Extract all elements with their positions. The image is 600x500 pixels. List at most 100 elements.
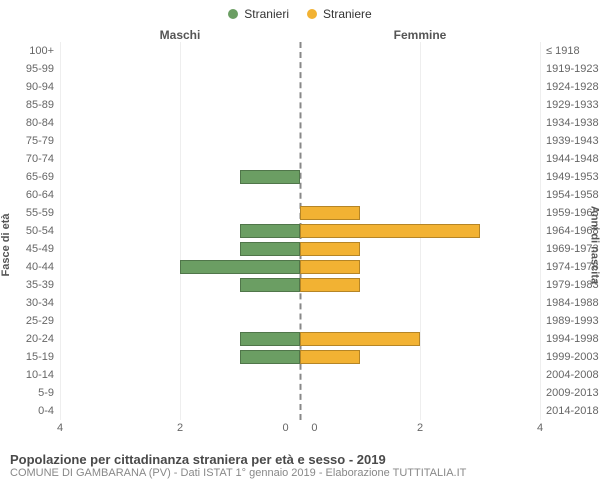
- x-tick: 4: [57, 422, 63, 434]
- bar-female: [300, 224, 480, 238]
- bar-female: [300, 260, 360, 274]
- y-tick-age: 50-54: [0, 222, 54, 240]
- x-tick: 4: [537, 422, 543, 434]
- pyramid-row: [60, 150, 540, 168]
- bar-female: [300, 350, 360, 364]
- legend-label-f: Straniere: [323, 7, 372, 21]
- plot: [60, 42, 540, 420]
- y-tick-birth: 1949-1953: [546, 168, 600, 186]
- y-tick-age: 100+: [0, 42, 54, 60]
- y-tick-birth: 2004-2008: [546, 366, 600, 384]
- y-tick-age: 40-44: [0, 258, 54, 276]
- y-tick-birth: 1964-1968: [546, 222, 600, 240]
- y-tick-age: 90-94: [0, 78, 54, 96]
- bar-male: [240, 242, 300, 256]
- y-tick-age: 60-64: [0, 186, 54, 204]
- bar-male: [180, 260, 300, 274]
- y-tick-age: 85-89: [0, 96, 54, 114]
- y-tick-birth: 1979-1983: [546, 276, 600, 294]
- x-axis: 4 2 0 0 2 4: [60, 422, 540, 440]
- y-tick-birth: ≤ 1918: [546, 42, 600, 60]
- legend-item-stranieri: Stranieri: [228, 7, 289, 21]
- chart-subtitle: COMUNE DI GAMBARANA (PV) - Dati ISTAT 1°…: [10, 467, 590, 479]
- chart-title: Popolazione per cittadinanza straniera p…: [10, 452, 590, 467]
- pyramid-row: [60, 330, 540, 348]
- header-maschi: Maschi: [60, 28, 300, 42]
- pyramid-row: [60, 186, 540, 204]
- y-tick-birth: 1969-1973: [546, 240, 600, 258]
- y-tick-age: 80-84: [0, 114, 54, 132]
- y-tick-age: 25-29: [0, 312, 54, 330]
- pyramid-row: [60, 312, 540, 330]
- y-tick-age: 75-79: [0, 132, 54, 150]
- y-tick-birth: 1954-1958: [546, 186, 600, 204]
- bar-female: [300, 278, 360, 292]
- x-tick: 2: [417, 422, 423, 434]
- legend: Stranieri Straniere: [0, 0, 600, 28]
- pyramid-row: [60, 78, 540, 96]
- footer: Popolazione per cittadinanza straniera p…: [0, 448, 600, 479]
- y-tick-age: 0-4: [0, 402, 54, 420]
- y-tick-age: 5-9: [0, 384, 54, 402]
- bar-male: [240, 170, 300, 184]
- x-tick: 0: [311, 422, 317, 434]
- header-femmine: Femmine: [300, 28, 540, 42]
- y-tick-birth: 1924-1928: [546, 78, 600, 96]
- y-tick-birth: 1984-1988: [546, 294, 600, 312]
- y-tick-age: 45-49: [0, 240, 54, 258]
- pyramid-row: [60, 96, 540, 114]
- bar-female: [300, 242, 360, 256]
- y-tick-age: 95-99: [0, 60, 54, 78]
- bar-female: [300, 332, 420, 346]
- pyramid-row: [60, 258, 540, 276]
- plot-area: Fasce di età Anni di nascita 100+95-9990…: [0, 42, 600, 448]
- y-tick-birth: 1959-1963: [546, 204, 600, 222]
- pyramid-row: [60, 366, 540, 384]
- y-tick-age: 20-24: [0, 330, 54, 348]
- y-tick-birth: 1989-1993: [546, 312, 600, 330]
- pyramid-row: [60, 168, 540, 186]
- y-tick-age: 35-39: [0, 276, 54, 294]
- y-tick-birth: 1919-1923: [546, 60, 600, 78]
- y-tick-birth: 1929-1933: [546, 96, 600, 114]
- pyramid-row: [60, 384, 540, 402]
- y-tick-birth: 1994-1998: [546, 330, 600, 348]
- pyramid-row: [60, 402, 540, 420]
- y-tick-age: 30-34: [0, 294, 54, 312]
- pyramid-row: [60, 222, 540, 240]
- y-tick-birth: 2014-2018: [546, 402, 600, 420]
- pyramid-row: [60, 276, 540, 294]
- legend-swatch-f: [307, 9, 317, 19]
- pyramid-row: [60, 348, 540, 366]
- y-tick-age: 10-14: [0, 366, 54, 384]
- pyramid-row: [60, 204, 540, 222]
- bar-male: [240, 332, 300, 346]
- y-tick-age: 55-59: [0, 204, 54, 222]
- y-tick-birth: 2009-2013: [546, 384, 600, 402]
- y-axis-right: ≤ 19181919-19231924-19281929-19331934-19…: [540, 42, 600, 420]
- pyramid-row: [60, 294, 540, 312]
- pyramid-row: [60, 114, 540, 132]
- y-tick-birth: 1974-1978: [546, 258, 600, 276]
- y-tick-age: 70-74: [0, 150, 54, 168]
- pyramid-row: [60, 132, 540, 150]
- x-tick: 0: [283, 422, 289, 434]
- bar-male: [240, 350, 300, 364]
- legend-label-m: Stranieri: [244, 7, 289, 21]
- legend-item-straniere: Straniere: [307, 7, 372, 21]
- pyramid-row: [60, 60, 540, 78]
- y-tick-birth: 1944-1948: [546, 150, 600, 168]
- y-tick-age: 15-19: [0, 348, 54, 366]
- y-tick-birth: 1999-2003: [546, 348, 600, 366]
- x-tick: 2: [177, 422, 183, 434]
- bar-male: [240, 278, 300, 292]
- y-tick-age: 65-69: [0, 168, 54, 186]
- pyramid-row: [60, 240, 540, 258]
- legend-swatch-m: [228, 9, 238, 19]
- y-tick-birth: 1939-1943: [546, 132, 600, 150]
- column-headers: Maschi Femmine: [0, 28, 600, 42]
- y-tick-birth: 1934-1938: [546, 114, 600, 132]
- bar-male: [240, 224, 300, 238]
- gridline: [540, 42, 541, 420]
- bar-female: [300, 206, 360, 220]
